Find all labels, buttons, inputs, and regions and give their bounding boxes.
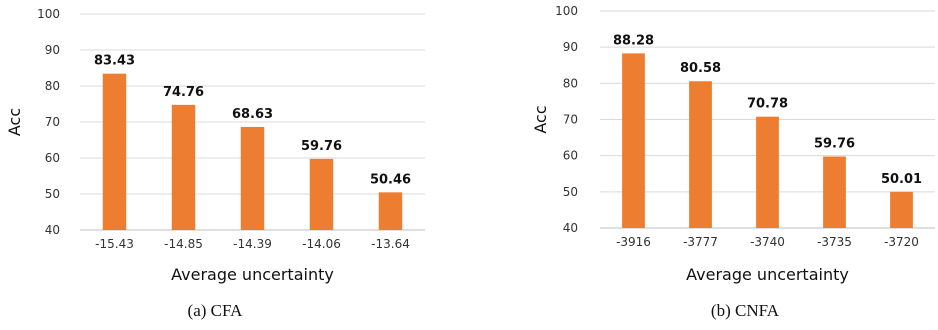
bar xyxy=(689,81,712,229)
x-tick-label: -3720 xyxy=(884,235,919,249)
x-tick-label: -15.43 xyxy=(95,237,134,251)
bar xyxy=(309,158,334,230)
y-tick-label: 70 xyxy=(45,115,60,129)
data-label: 68.63 xyxy=(232,107,273,122)
data-label: 70.78 xyxy=(747,97,788,112)
bar xyxy=(102,73,127,230)
bar xyxy=(622,53,645,229)
x-tick-label: -14.85 xyxy=(164,237,203,251)
y-tick-label: 50 xyxy=(563,185,578,199)
data-label: 59.76 xyxy=(814,137,855,152)
y-tick-label: 70 xyxy=(563,113,578,127)
y-axis-title: Acc xyxy=(531,105,550,133)
chart-panel-cnfa: 40 50 60 70 80 90 100 88.28 -3916 80.58 -3777 70.78… xyxy=(531,4,935,320)
x-tick-label: -3916 xyxy=(616,235,651,249)
y-tick-label: 100 xyxy=(555,4,578,18)
figure-caption: (b) CNFA xyxy=(711,301,780,320)
bar xyxy=(890,191,913,228)
y-tick-label: 80 xyxy=(563,76,578,90)
bar xyxy=(823,156,846,228)
y-tick-label: 100 xyxy=(37,7,60,21)
y-tick-label: 60 xyxy=(563,149,578,163)
x-tick-label: -14.39 xyxy=(233,237,272,251)
x-tick-label: -3740 xyxy=(750,235,785,249)
x-axis-title: Average uncertainty xyxy=(686,265,849,284)
data-label: 88.28 xyxy=(613,33,654,48)
y-tick-label: 80 xyxy=(45,79,60,93)
x-tick-label: -3777 xyxy=(683,235,718,249)
y-tick-label: 90 xyxy=(45,43,60,57)
figure-caption: (a) CFA xyxy=(188,301,244,320)
bar xyxy=(171,104,196,230)
x-axis-title: Average uncertainty xyxy=(171,265,334,284)
bar xyxy=(240,126,265,230)
x-tick-label: -3735 xyxy=(817,235,852,249)
y-tick-label: 40 xyxy=(563,221,578,235)
data-label: 59.76 xyxy=(301,139,342,154)
y-tick-label: 50 xyxy=(45,187,60,201)
x-tick-label: -13.64 xyxy=(371,237,410,251)
y-tick-label: 90 xyxy=(563,40,578,54)
data-label: 50.01 xyxy=(881,172,922,187)
y-tick-label: 40 xyxy=(45,223,60,237)
bar xyxy=(378,192,403,230)
data-label: 50.46 xyxy=(370,172,411,187)
chart-panel-cfa: 40 50 60 70 80 90 100 83.43 -15.43 74.76 -14.85 68.… xyxy=(5,7,425,320)
x-tick-label: -14.06 xyxy=(302,237,341,251)
data-label: 83.43 xyxy=(94,54,135,69)
data-label: 74.76 xyxy=(163,85,204,100)
data-label: 80.58 xyxy=(680,61,721,76)
y-axis-title: Acc xyxy=(5,108,24,136)
bar xyxy=(756,116,779,228)
y-tick-label: 60 xyxy=(45,151,60,165)
